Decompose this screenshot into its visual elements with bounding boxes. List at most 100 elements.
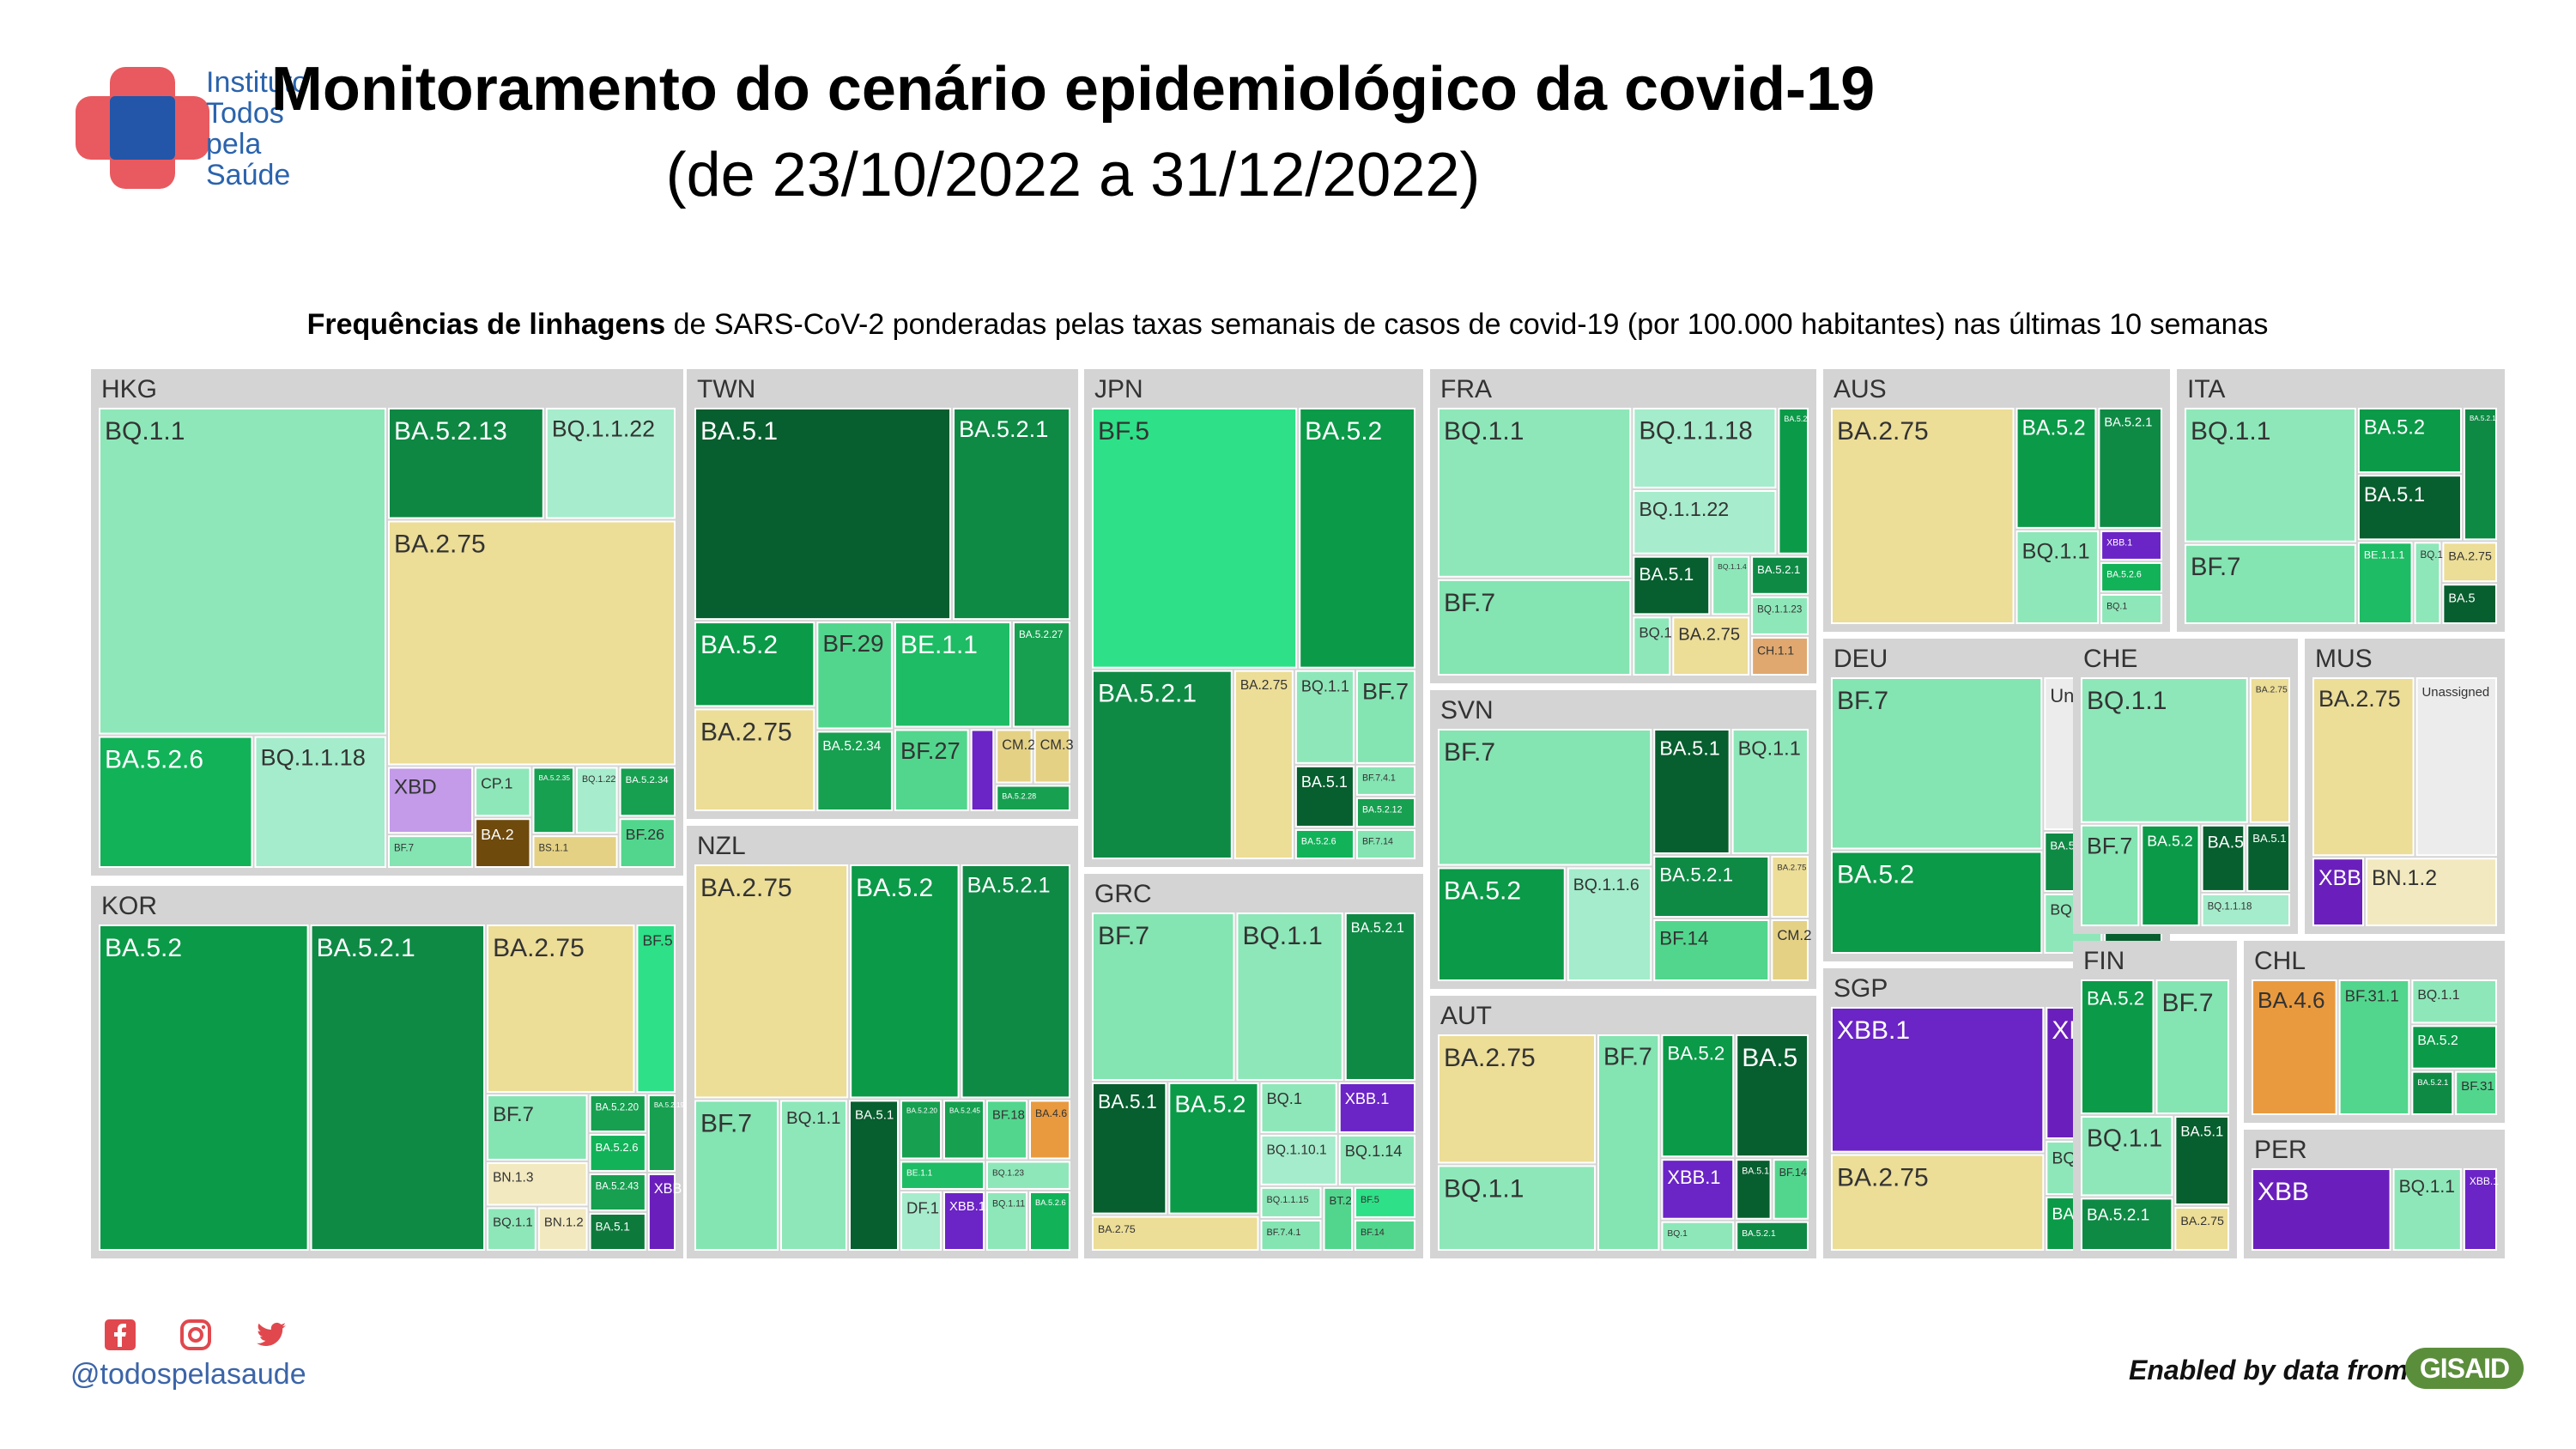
lineage-label: BF.27 [900,737,961,764]
lineage-label: BA.5.2.1 [1757,563,1800,576]
country-label: FIN [2083,947,2124,975]
lineage-label: BA.5.2.6 [105,746,203,774]
lineage-tile [1438,729,1652,866]
lineage-tile [254,736,387,868]
lineage-label: BA.5.1 [1742,1167,1769,1177]
lineage-label: BF.7 [1444,589,1495,617]
lineage-label: BF.7.4.1 [1267,1228,1301,1238]
social-links [103,1318,361,1361]
lineage-label: BA.5 [2448,592,2475,606]
lineage-tile [996,785,1070,811]
country-panel-per: PER XBB BQ.1.1 XBB.1 [2244,1130,2505,1258]
country-panel-hkg: HKG BQ.1.1 BA.5.2.6 BQ.1.1.18 BA.5.2.13 BQ.1.… [91,369,683,876]
lineage-tile [2201,893,2291,926]
lineage-label: BQ.1.1 [2087,1124,2162,1151]
lineage-tile [388,767,474,834]
lineage-tile [475,818,531,869]
lineage-tile [2463,408,2497,541]
lineage-label: BA.5.2.1 [2470,415,2496,422]
lineage-tile [2455,1070,2498,1115]
lineage-tile [2252,979,2337,1115]
lineage-tile [1771,919,1809,981]
lineage-tile [2081,677,2248,823]
lineage-label: BA.5.2.1 [1742,1229,1776,1239]
social-handle[interactable]: @todospelasaude [70,1358,306,1391]
lineage-tile [589,1094,646,1133]
lineage-label: BQ.1.1 [1242,922,1322,950]
country-label: FRA [1440,375,1492,403]
page-subtitle: (de 23/10/2022 a 31/12/2022) [665,141,1481,209]
lineage-tile [388,520,676,766]
lineage-tile [589,1213,646,1252]
lineage-tile [894,729,969,811]
lineage-label: BQ.1.1.18 [2208,901,2252,912]
lineage-label: BA.5.1 [1301,773,1348,791]
lineage-label: BA.5.2 [1444,876,1521,905]
lineage-label: BA.5.2 [2364,417,2425,440]
lineage-label: BA.5.2.45 [949,1107,980,1115]
country-label: KOR [101,892,157,920]
lineage-label: XBB.1 [1837,1016,1910,1045]
lineage-tile [2081,1197,2173,1252]
lineage-tile [99,736,253,868]
lineage-tile [1260,1134,1337,1185]
lineage-label: BF.7 [1837,687,1888,715]
lineage-tile [780,1100,847,1252]
lineage-label: BF.7 [493,1103,534,1126]
lineage-tile [388,835,474,868]
lineage-tile [1092,670,1233,859]
lineage-label: BF.7.4.1 [1362,773,1396,783]
lineage-tile [900,1161,985,1190]
lineage-label: XBB [2258,1178,2309,1206]
lineage-tile [2411,1070,2454,1115]
lineage-tile [996,729,1033,784]
lineage-tile [894,621,1011,728]
lineage-tile [532,767,575,834]
lineage-tile [1355,765,1415,796]
lineage-tile [2100,561,2162,592]
lineage-tile [1438,867,1566,981]
lineage-tile [2442,584,2497,625]
country-label: HKG [101,375,157,403]
lineage-tile [487,1161,588,1206]
twitter-icon[interactable] [254,1318,288,1352]
lineage-tile [2015,530,2100,624]
lineage-label: BF.7 [2162,989,2214,1017]
lineage-label: BA.5.2 [105,934,182,962]
lineage-label: BQ.1 [2421,549,2443,561]
lineage-tile [1029,1191,1070,1252]
lineage-tile [1355,828,1415,860]
lineage-tile [1831,408,2015,624]
lineage-tile [2185,408,2356,543]
lineage-label: BA.5.2.1 [1659,864,1733,885]
lineage-label: BQ.1.1 [1738,737,1801,759]
lineage-label: BA.5.2.1 [317,934,415,962]
lineage-label: BQ.1.1 [2087,687,2167,715]
lineage-tile [1778,408,1809,555]
lineage-tile [1831,1154,2045,1251]
lineage-label: BA.2.75 [1240,678,1288,693]
lineage-label: BQ.1.1 [2399,1177,2455,1197]
lineage-label: BQ.1.14 [1345,1143,1403,1160]
lineage-label: BA.5.2.20 [906,1107,937,1115]
logo-line: Todos [206,97,284,130]
lineage-label: BF.7 [1362,679,1409,705]
lineage-tile [2100,530,2162,561]
lineage-tile [1033,729,1070,784]
lineage-tile [1736,1159,1772,1220]
lineage-label: BA.4.6 [1035,1107,1067,1119]
lineage-label: BQ.1.1.22 [552,416,655,442]
lineage-tile [475,767,531,817]
country-label: TWN [697,375,755,403]
lineage-tile [1260,1186,1322,1218]
lineage-tile [1597,1034,1660,1251]
lineage-tile [2312,858,2364,926]
facebook-icon[interactable] [103,1318,137,1352]
lineage-tile [2411,1025,2498,1070]
lineage-tile [2201,824,2246,892]
lineage-tile [1092,1216,1259,1251]
instagram-icon[interactable] [179,1318,213,1352]
lineage-tile [986,1191,1027,1252]
lineage-label: BA.5.2 [1837,861,1914,889]
